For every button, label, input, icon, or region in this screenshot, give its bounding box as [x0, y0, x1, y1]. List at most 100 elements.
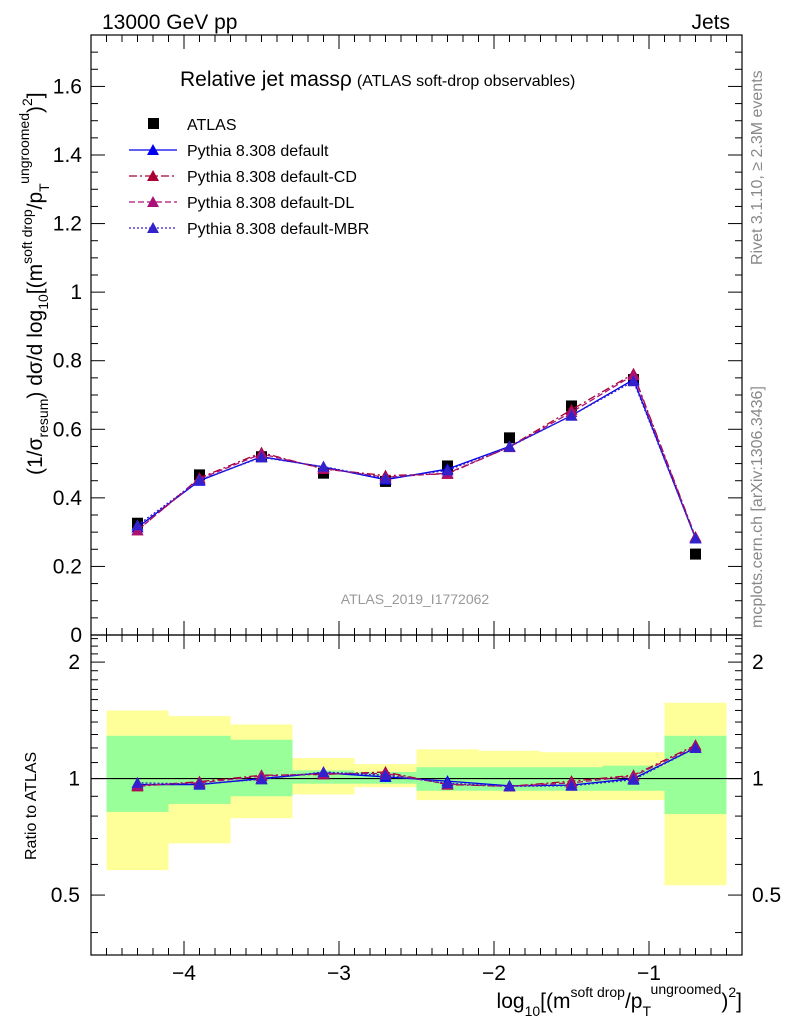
header-right: Jets — [691, 11, 730, 34]
ylabel-part: [(m — [24, 264, 47, 294]
y-tick-label: 1.4 — [53, 144, 83, 167]
ratio-bands — [106, 702, 727, 886]
ratio-point-mc — [255, 773, 268, 785]
chart-subtitle: (ATLAS soft-drop observables) — [357, 73, 575, 90]
data-point-mc — [379, 472, 392, 484]
main-panel: 0 0.2 0.4 0.6 0.8 1 1.2 1.4 1.6 Relative jet mas… — [53, 34, 743, 647]
data-point-atlas — [690, 548, 701, 560]
ratio-series-line — [137, 745, 696, 787]
data-point-mc — [689, 532, 702, 544]
ratio-point-mc — [131, 776, 144, 788]
y-tick-label: 0.4 — [53, 487, 83, 510]
data-point-mc — [441, 464, 454, 476]
ratio-y-tick-label-right: 2 — [752, 651, 764, 674]
legend-label: ATLAS — [187, 117, 237, 134]
y-tick-label: 1.2 — [53, 213, 82, 236]
x-tick-label: −3 — [327, 962, 351, 985]
xlabel-sup: soft drop — [570, 984, 625, 1000]
ratio-y-tick-label: 1 — [68, 768, 80, 791]
ratio-point-mc — [193, 778, 206, 790]
data-point-mc — [131, 519, 144, 531]
xlabel-sub: T — [642, 1003, 651, 1019]
ylabel-part: (1/σ — [24, 437, 47, 475]
ylabel-part: ] — [24, 92, 47, 98]
series-line — [137, 380, 697, 539]
data-point-mc — [627, 369, 640, 381]
ratio-point-mc — [441, 777, 454, 789]
legend-marker — [147, 196, 159, 207]
ratio-series — [131, 739, 702, 792]
chart-title: Relative jet massρ (ATLAS soft-drop obser… — [180, 68, 575, 91]
ratio-panel: −4 −3 −2 −1 0.5 0.5 1 1 2 2 — [51, 634, 781, 985]
legend-marker — [147, 170, 159, 181]
xlabel-sup: 2 — [728, 984, 736, 1000]
ratio-series-line — [137, 744, 696, 787]
xlabel-part: /p — [625, 990, 643, 1013]
y-tick-label: 0.2 — [53, 555, 82, 578]
legend-marker — [147, 144, 159, 155]
ylabel-sup: ungroomed — [16, 113, 32, 184]
legend-label: Pythia 8.308 default — [187, 143, 329, 160]
legend-label: Pythia 8.308 default-DL — [187, 195, 354, 212]
series-line — [137, 374, 697, 538]
xlabel-sub: 10 — [525, 1003, 541, 1019]
data-point-mc — [193, 474, 206, 486]
data-point-atlas — [504, 432, 515, 444]
xlabel-part: ] — [736, 990, 742, 1013]
ylabel-part: /p — [24, 192, 47, 210]
ylabel-sub: T — [36, 183, 52, 192]
series-line — [137, 372, 697, 538]
data-point-mc — [503, 440, 516, 452]
ylabel-sup: 2 — [19, 98, 35, 106]
ratio-y-tick-label: 0.5 — [51, 884, 80, 907]
series-line — [137, 378, 697, 539]
header-left: 13000 GeV pp — [102, 11, 237, 34]
ratio-point-mc — [627, 773, 640, 785]
chart-title-main: Relative jet massρ — [180, 68, 352, 91]
main-ylabel: (1/σresum) dσ/d log10[(msoft drop/pTungr… — [16, 92, 52, 475]
legend-label: Pythia 8.308 default-MBR — [187, 221, 369, 238]
ylabel-sub: resum — [35, 399, 51, 438]
y-tick-label: 0.6 — [53, 418, 82, 441]
legend: ATLAS Pythia 8.308 default Pythia 8.308 de… — [129, 117, 369, 238]
x-tick-label: −1 — [637, 962, 661, 985]
ratio-series-line — [137, 747, 696, 787]
ratio-ylabel: Ratio to ATLAS — [23, 752, 40, 860]
side-label-mcplots: mcplots.cern.ch [arXiv:1306.3436] — [749, 386, 766, 628]
legend-label: Pythia 8.308 default-CD — [187, 169, 357, 186]
ratio-frame — [90, 634, 743, 956]
ratio-y-tick-label-right: 0.5 — [752, 884, 781, 907]
legend-marker — [147, 222, 159, 233]
y-tick-label: 0.8 — [53, 350, 82, 373]
legend-marker — [148, 118, 159, 129]
uncertainty-band-inner — [106, 735, 169, 812]
ratio-point-mc — [565, 779, 578, 791]
ratio-point-mc — [503, 780, 516, 792]
xlabel-sup: ungroomed — [651, 981, 722, 997]
ylabel-part: ) dσ/d log — [24, 310, 47, 399]
ratio-axes: −4 −3 −2 −1 0.5 0.5 1 1 2 2 — [51, 635, 781, 985]
side-label-rivet: Rivet 3.1.10, ≥ 2.3M events — [749, 70, 766, 265]
xlabel-part: log — [497, 990, 525, 1013]
data-point-mc — [565, 409, 578, 421]
ratio-y-tick-label: 2 — [68, 651, 80, 674]
ylabel-sub: 10 — [35, 294, 51, 310]
y-tick-label: 0 — [70, 624, 82, 647]
data-point-mc — [317, 460, 330, 472]
x-tick-label: −2 — [482, 962, 506, 985]
ratio-point-mc — [689, 741, 702, 753]
y-tick-label: 1.6 — [53, 75, 82, 98]
x-axis-label: log10[(msoft drop/pTungroomed)2] — [497, 981, 742, 1019]
xlabel-part: ) — [721, 990, 728, 1013]
main-axes: 0 0.2 0.4 0.6 0.8 1 1.2 1.4 1.6 — [53, 35, 743, 647]
uncertainty-band-inner — [168, 735, 231, 804]
data-point-mc — [627, 375, 640, 387]
data-point-mc — [255, 451, 268, 463]
ratio-point-mc — [317, 765, 330, 777]
y-tick-label: 1 — [70, 281, 82, 304]
uncertainty-band-inner — [230, 739, 293, 797]
ratio-point-mc — [379, 769, 392, 781]
main-series — [131, 367, 702, 560]
x-tick-label: −4 — [172, 962, 196, 985]
